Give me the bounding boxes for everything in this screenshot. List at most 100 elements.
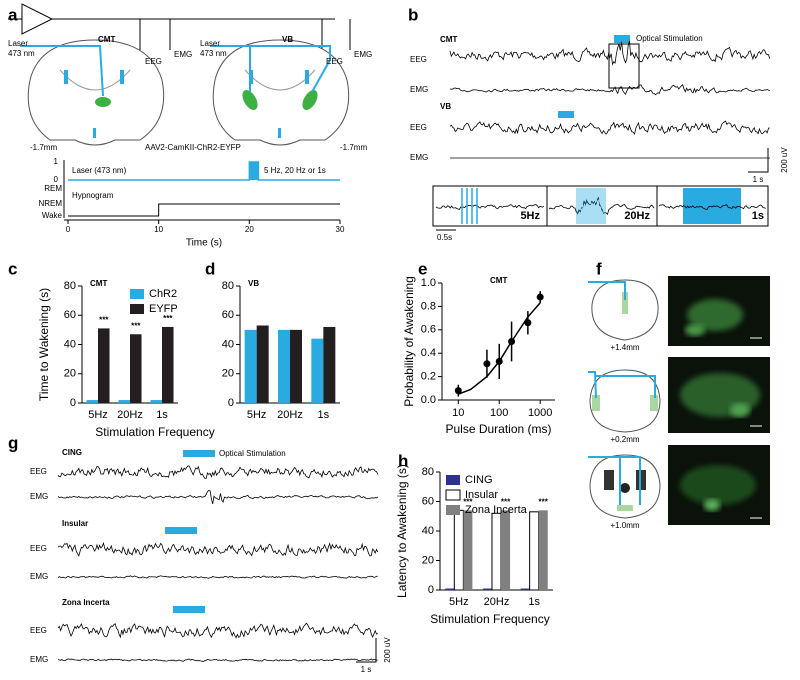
data-point [508, 338, 516, 345]
y-tick-label: 60 [64, 309, 76, 321]
panel-label: d [205, 259, 215, 278]
highlight-box [608, 43, 640, 89]
data-point [536, 293, 544, 301]
y-tick-label: 0.2 [421, 371, 436, 383]
stim-pulse [249, 162, 259, 180]
bar [118, 400, 130, 403]
x-axis-label: Stimulation Frequency [430, 612, 549, 626]
emg-label: EMG [174, 50, 192, 59]
scale-time: 1 s [361, 665, 372, 674]
stim-marker [165, 527, 197, 534]
y-tick-label: 0.0 [421, 394, 436, 406]
bar [311, 338, 324, 403]
bar [520, 588, 530, 590]
region-label: VB [440, 102, 451, 111]
slice-diagrams [588, 276, 770, 525]
bar [482, 588, 492, 590]
laser-label: Laser [8, 39, 28, 48]
y-tick-label: 60 [422, 495, 434, 507]
stim-marker [614, 35, 630, 43]
scale-voltage: 200 uV [780, 147, 789, 173]
laser-level: 0 [54, 175, 59, 184]
signal-trace [57, 465, 379, 479]
time-tick-label: 20 [245, 225, 254, 234]
signal-trace [449, 83, 770, 96]
slice-level: +1.4mm [610, 343, 639, 352]
state-label: NREM [38, 199, 62, 208]
data-point [454, 387, 462, 395]
x-tick-label: 5Hz [247, 409, 267, 421]
panel-label: e [418, 259, 427, 278]
x-tick-label: 10 [452, 407, 464, 419]
recording-schematic [8, 3, 351, 146]
data-point [483, 360, 491, 368]
region-label: CING [62, 448, 82, 457]
legend-label: ChR2 [149, 288, 177, 300]
legend-swatch [130, 289, 144, 299]
y-tick-label: 0.8 [421, 300, 436, 312]
signal-trace [449, 40, 771, 66]
inset-label: 1s [752, 210, 764, 222]
emg-label: EMG [354, 50, 372, 59]
y-tick-label: 20 [64, 368, 76, 380]
y-tick-label: 0 [428, 584, 434, 596]
legend-swatch [446, 475, 460, 485]
y-tick-label: 0 [70, 397, 76, 409]
x-tick-label: 5Hz [88, 409, 108, 421]
emg-label: EMG [30, 492, 48, 501]
significance: *** [131, 321, 141, 330]
slice-level: +0.2mm [610, 435, 639, 444]
laser-label: Laser [200, 39, 220, 48]
stim-block [683, 188, 741, 224]
bar [162, 326, 174, 403]
panel-label: c [8, 259, 17, 278]
panel-label: a [8, 5, 18, 24]
laser-level: 1 [54, 157, 59, 166]
region-label: CMT [440, 35, 457, 44]
signal-trace [57, 575, 378, 579]
region-label: VB [282, 35, 293, 44]
bar [244, 329, 257, 403]
scale-voltage: 200 uV [383, 637, 392, 663]
legend-label: EYFP [149, 303, 178, 315]
stim-marker [558, 111, 574, 118]
scale-bar [356, 638, 377, 663]
x-tick-label: 1s [156, 409, 168, 421]
x-tick-label: 20Hz [277, 409, 303, 421]
signal-trace [57, 489, 379, 505]
legend-swatch [445, 489, 461, 501]
scale-bar [748, 148, 769, 173]
y-tick-label: 80 [64, 280, 76, 292]
signal-trace [57, 658, 378, 662]
inset-label: 20Hz [624, 210, 650, 222]
time-tick-label: 10 [154, 225, 163, 234]
depth-label: -1.7mm [30, 143, 57, 152]
x-tick-label: 20Hz [117, 409, 143, 421]
y-tick-label: 40 [222, 338, 234, 350]
inset-label: 5Hz [520, 210, 540, 222]
bar [98, 328, 110, 403]
stim-label: Optical Stimulation [636, 34, 703, 43]
emg-label: EMG [30, 572, 48, 581]
eeg-label: EEG [410, 123, 427, 132]
bar [463, 510, 473, 590]
signal-trace [57, 541, 379, 557]
x-tick-label: 1s [318, 409, 330, 421]
y-tick-label: 0.6 [421, 324, 436, 336]
y-tick-label: 1.0 [421, 277, 436, 289]
significance: *** [163, 314, 173, 323]
bar [445, 588, 455, 590]
eeg-label: EEG [326, 57, 343, 66]
chart-title: CMT [90, 279, 107, 288]
panel-label: f [596, 259, 602, 278]
y-tick-label: 0.4 [421, 347, 436, 359]
state-label: REM [44, 184, 62, 193]
bar [86, 400, 98, 403]
region-label: CMT [98, 35, 115, 44]
panel-label: b [408, 5, 418, 24]
slice-level: +1.0mm [610, 521, 639, 530]
inset-box [432, 185, 769, 227]
x-axis-label: Stimulation Frequency [95, 425, 214, 439]
y-tick-label: 40 [422, 525, 434, 537]
